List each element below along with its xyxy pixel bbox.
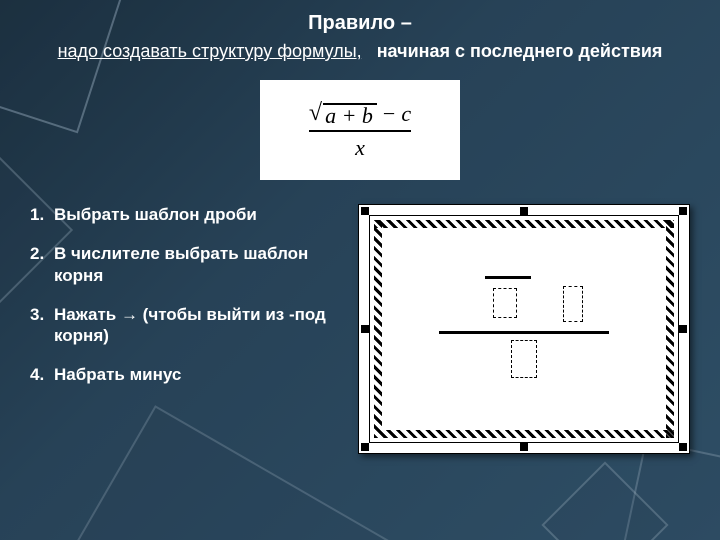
resize-handle[interactable] [361,325,369,333]
step-item: 4.Набрать минус [30,364,340,385]
resize-handle[interactable] [679,443,687,451]
editor-denominator[interactable] [511,340,537,383]
lower-row: 1.Выбрать шаблон дроби 2.В числителе выб… [30,204,690,454]
editor-root-template[interactable]: √ [465,276,531,325]
step-item: 3.Нажать → (чтобы выйти из -под корня) [30,304,340,347]
resize-handle[interactable] [679,325,687,333]
slide-title: Правило – [30,12,690,35]
equation-editor-object[interactable]: √ − [358,204,690,454]
formula-box: √a + b − c x [260,80,460,180]
resize-handle[interactable] [361,207,369,215]
editor-fraction[interactable]: √ − [439,276,609,383]
step-number: 1. [30,204,54,225]
radical-sign: √ [309,100,322,127]
resize-handle[interactable] [679,207,687,215]
editor-frame: √ − [369,215,679,443]
subtitle-underlined: надо создавать структуру формулы, [58,41,362,61]
radicand: a + b [323,103,377,127]
placeholder-box[interactable] [511,340,537,378]
editor-minus: − [539,283,555,315]
subtitle-bold: начиная с последнего действия [377,41,663,61]
step-text: Набрать минус [54,364,340,385]
resize-handle[interactable] [520,207,528,215]
step-item: 2.В числителе выбрать шаблон корня [30,243,340,286]
root-body[interactable] [485,276,531,322]
step-text: Нажать → (чтобы выйти из -под корня) [54,304,340,347]
formula-tail: c [401,101,411,127]
resize-handle[interactable] [520,443,528,451]
slide-subtitle: надо создавать структуру формулы, начина… [30,41,690,62]
fraction-bar [309,130,411,132]
minus-sign: − [383,101,395,127]
placeholder-box[interactable] [493,288,517,318]
formula-denominator: x [355,135,365,161]
step-number: 3. [30,304,54,347]
editor-canvas[interactable]: √ − [392,238,656,420]
step-text: В числителе выбрать шаблон корня [54,243,340,286]
slide: Правило – надо создавать структуру форму… [0,0,720,540]
editor-numerator[interactable]: √ − [465,276,583,325]
step-list: 1.Выбрать шаблон дроби 2.В числителе выб… [30,204,340,404]
radical-sign: √ [465,297,487,325]
step-number: 2. [30,243,54,286]
formula-fraction: √a + b − c x [309,100,411,161]
step-number: 4. [30,364,54,385]
placeholder-box[interactable] [563,286,583,322]
step-text: Выбрать шаблон дроби [54,204,340,225]
resize-handle[interactable] [361,443,369,451]
step-item: 1.Выбрать шаблон дроби [30,204,340,225]
formula-numerator: √a + b − c [309,100,411,127]
